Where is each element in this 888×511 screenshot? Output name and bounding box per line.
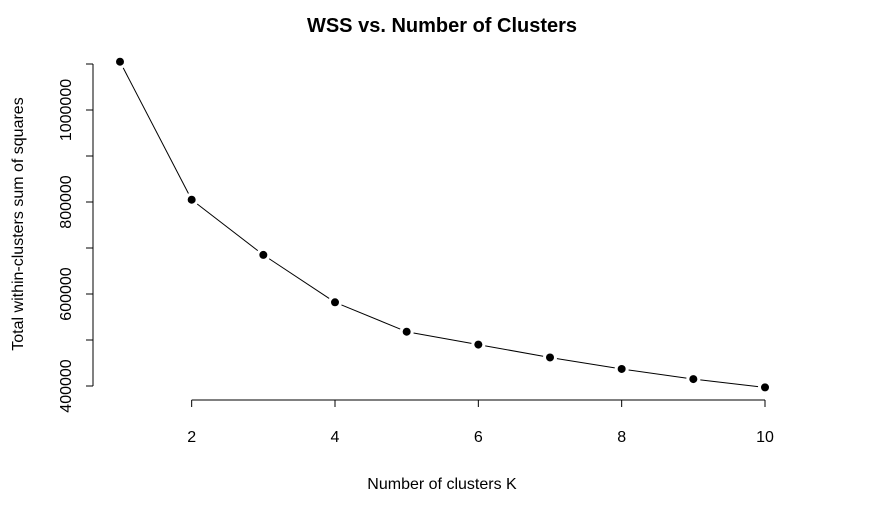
- data-point: [546, 353, 554, 362]
- series-line-segment: [628, 369, 687, 379]
- y-tick-label: 400000: [58, 359, 75, 412]
- series-line-segment: [122, 67, 189, 194]
- x-axis-label: Number of clusters K: [367, 476, 517, 493]
- data-point: [689, 375, 698, 384]
- series-line-segment: [341, 304, 401, 330]
- series-line-segment: [196, 203, 259, 252]
- data-point: [617, 364, 626, 373]
- data-point: [402, 327, 411, 336]
- x-tick-label: 4: [331, 429, 340, 446]
- y-tick-label: 800000: [58, 175, 75, 228]
- y-axis: 400000 600000 800000 1000000: [58, 63, 94, 413]
- data-point: [761, 383, 769, 392]
- x-axis: 2 4 6 8 10: [187, 399, 774, 446]
- series-line-segment: [556, 358, 615, 369]
- y-tick-label: 1000000: [58, 79, 75, 141]
- data-point: [259, 250, 268, 259]
- chart-title: WSS vs. Number of Clusters: [307, 15, 577, 37]
- series-line-segment: [700, 379, 759, 388]
- x-tick-label: 2: [187, 429, 196, 446]
- data-point: [187, 195, 196, 204]
- x-tick-label: 10: [756, 429, 774, 446]
- data-point: [474, 340, 483, 349]
- x-tick-label: 8: [617, 429, 626, 446]
- series-wss: [116, 57, 769, 392]
- series-line-segment: [413, 332, 472, 344]
- y-axis-label: Total within-clusters sum of squares: [10, 97, 27, 350]
- series-line-segment: [485, 345, 544, 357]
- series-line-segment: [268, 258, 330, 299]
- y-tick-label: 600000: [58, 267, 75, 320]
- data-point: [331, 298, 339, 307]
- data-point: [116, 57, 124, 66]
- x-tick-label: 6: [474, 429, 483, 446]
